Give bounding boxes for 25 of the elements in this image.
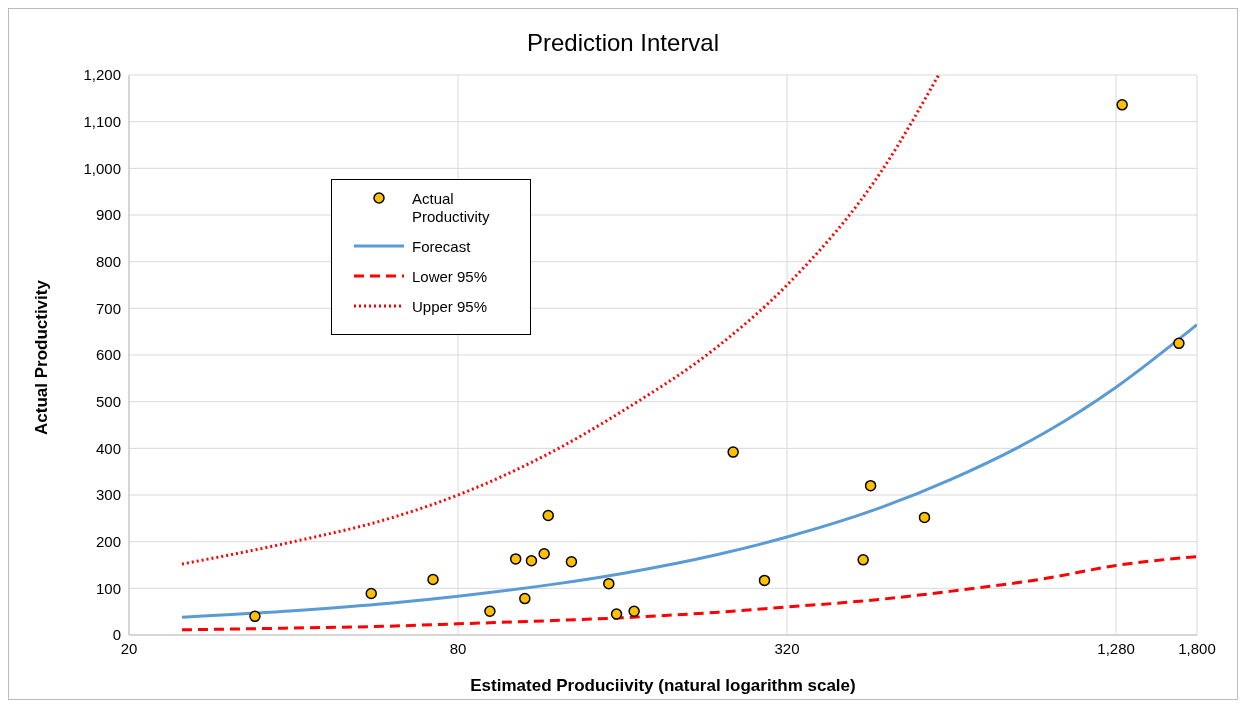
y-tick-label: 900 — [95, 206, 121, 224]
x-axis-title: Estimated Produciivity (natural logarithm scale) — [470, 676, 856, 695]
y-tick-label: 400 — [95, 439, 121, 457]
x-tick-label: 80 — [449, 639, 467, 657]
y-tick-label: 0 — [112, 626, 121, 644]
y-tick-label: 300 — [95, 486, 121, 504]
x-tick-label: 1,800 — [1178, 639, 1216, 657]
y-tick-label: 200 — [95, 532, 121, 550]
y-axis-title: Actual Productivity — [32, 279, 52, 435]
legend-label: Lower 95% — [412, 268, 488, 286]
y-tick-label: 1,200 — [83, 66, 121, 84]
y-tick-label: 100 — [95, 579, 121, 597]
x-tick-label: 20 — [120, 639, 138, 657]
legend-label: Actual Productivity — [412, 190, 491, 226]
legend-label: Forecast — [412, 238, 471, 256]
y-tick-label: 1,100 — [83, 112, 121, 130]
y-tick-label: 1,000 — [83, 159, 121, 177]
x-tick-label: 1,280 — [1097, 639, 1135, 657]
legend-label: Upper 95% — [412, 298, 488, 316]
y-tick-label: 600 — [95, 346, 121, 364]
chart-title: Prediction Interval — [525, 29, 721, 58]
y-tick-label: 500 — [95, 392, 121, 410]
y-tick-label: 800 — [95, 252, 121, 270]
y-tick-label: 700 — [95, 299, 121, 317]
x-tick-label: 320 — [774, 639, 800, 657]
